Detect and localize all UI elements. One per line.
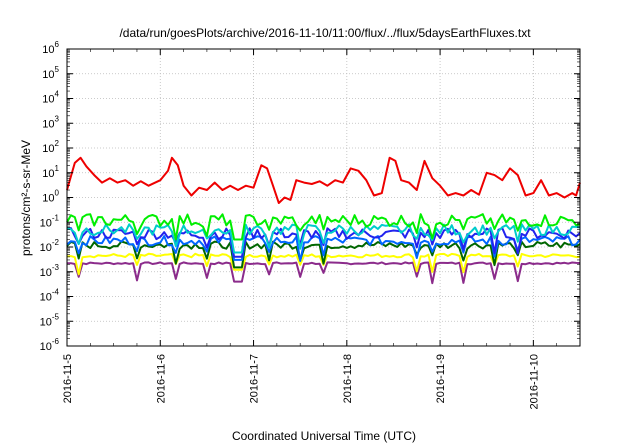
x-tick-label: 2016-11-10 [528,354,540,409]
y-tick-label: 100 [42,189,59,205]
y-axis-label: protons/cm²-s-sr-MeV [19,140,33,256]
x-axis: 2016-11-5 2016-11-6 2016-11-7 2016-11-8 2016… [62,49,557,409]
chart-title: /data/run/goesPlots/archive/2016-11-10/1… [119,26,531,40]
x-tick-label: 2016-11-7 [249,354,261,403]
y-tick-label: 10-1 [40,213,60,229]
y-tick-label: 103 [42,114,59,130]
y-tick-label: 10-4 [40,288,60,304]
x-tick-label: 2016-11-9 [435,354,447,403]
series-line-3 [66,227,581,258]
x-tick-label: 2016-11-6 [155,354,167,403]
series-layer [66,156,581,285]
y-tick-label: 106 [42,40,59,56]
y-tick-label: 10-2 [40,238,60,254]
series-line-7 [66,261,581,285]
series-line-0 [66,156,581,204]
y-tick-label: 10-3 [40,263,60,279]
y-tick-label: 105 [42,65,59,81]
series-line-2 [66,223,581,254]
y-tick-label: 10-5 [40,312,60,328]
x-tick-label: 2016-11-8 [342,354,354,403]
y-tick-label: 104 [42,90,59,106]
plot-frame [66,48,581,347]
x-axis-label: Coordinated Universal Time (UTC) [232,429,416,443]
x-tick-label: 2016-11-5 [62,354,74,403]
y-tick-label: 10-6 [40,337,60,353]
grid-lines [67,49,580,346]
series-line-4 [66,235,581,262]
y-tick-label: 102 [42,139,59,155]
series-line-5 [66,240,581,269]
y-axis: 10-6 10-5 10-4 10-3 10-2 10-1 100 101 102 103 104 1… [40,40,580,353]
series-line-1 [66,213,581,241]
y-tick-label: 101 [42,164,59,180]
